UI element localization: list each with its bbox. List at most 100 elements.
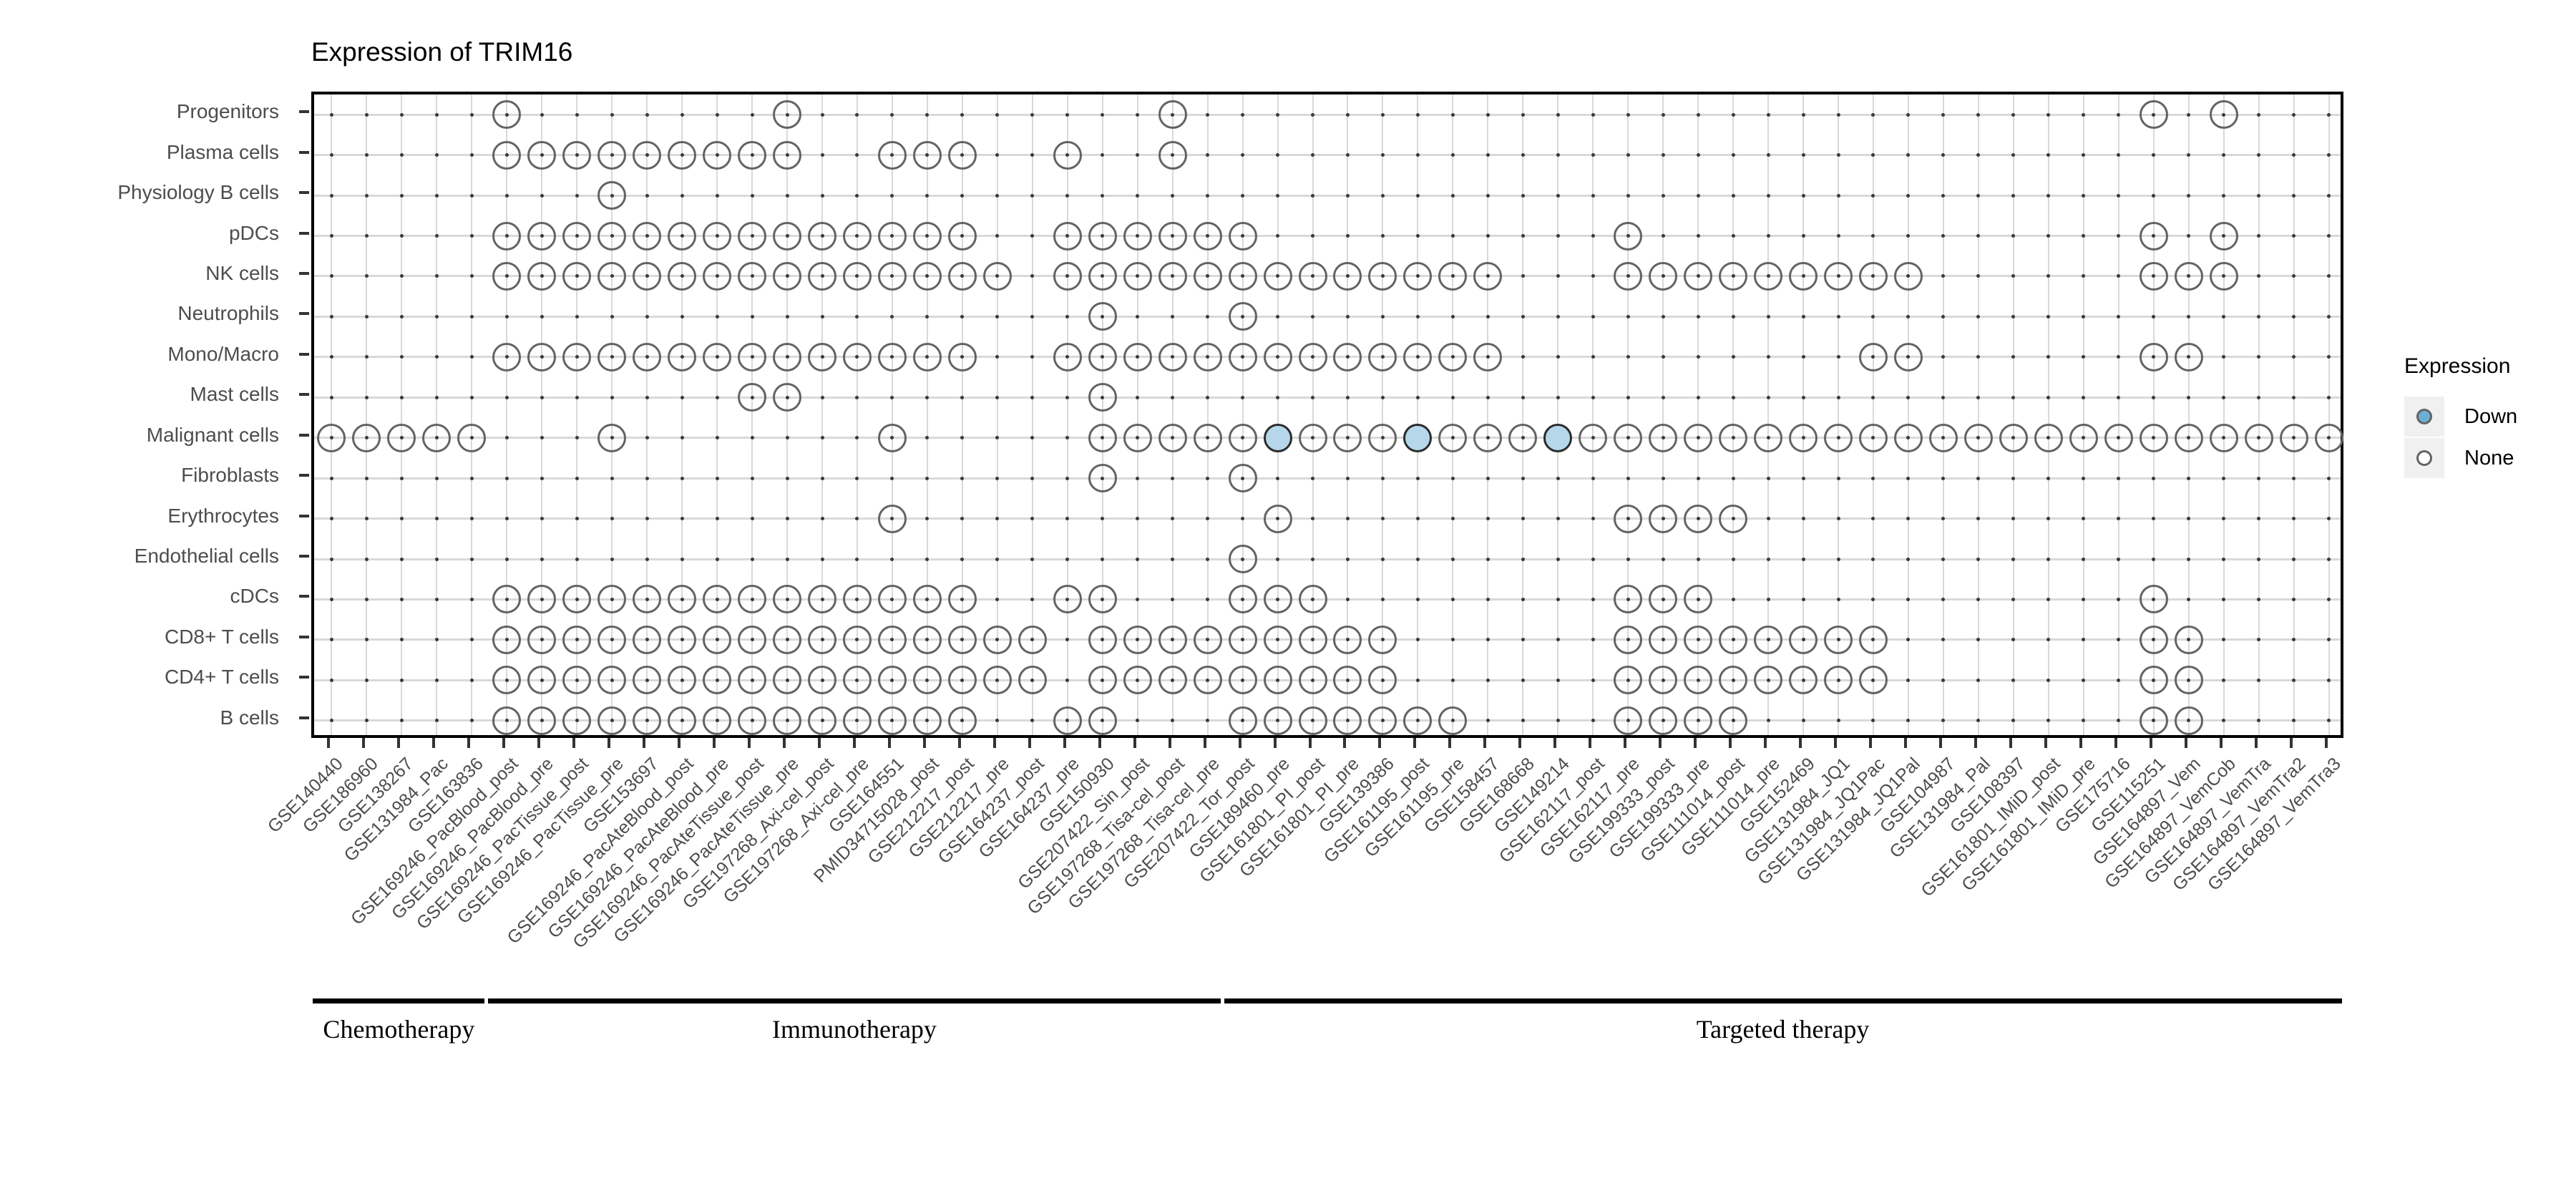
expression-dot-none[interactable]	[1824, 261, 1853, 291]
expression-dot-none[interactable]	[1438, 342, 1468, 371]
expression-dot-none[interactable]	[808, 585, 836, 614]
expression-dot-none[interactable]	[2139, 706, 2168, 735]
expression-dot-none[interactable]	[703, 342, 732, 371]
expression-dot-none[interactable]	[1263, 504, 1292, 533]
expression-dot-none[interactable]	[877, 666, 907, 695]
expression-dot-none[interactable]	[562, 342, 592, 371]
expression-dot-none[interactable]	[1614, 666, 1643, 695]
expression-dot-none[interactable]	[633, 585, 662, 614]
expression-dot-none[interactable]	[1123, 423, 1152, 452]
expression-dot-none[interactable]	[597, 140, 627, 170]
expression-dot-none[interactable]	[947, 706, 977, 735]
expression-dot-none[interactable]	[842, 706, 872, 735]
expression-dot-none[interactable]	[1754, 423, 1783, 452]
expression-dot-none[interactable]	[877, 706, 907, 735]
expression-dot-none[interactable]	[2209, 100, 2238, 130]
expression-dot-none[interactable]	[1719, 625, 1748, 654]
expression-dot-none[interactable]	[317, 423, 346, 452]
expression-dot-none[interactable]	[492, 100, 522, 130]
expression-dot-none[interactable]	[1614, 221, 1643, 251]
expression-dot-none[interactable]	[2174, 423, 2203, 452]
expression-dot-none[interactable]	[1158, 342, 1187, 371]
expression-dot-none[interactable]	[1893, 342, 1923, 371]
expression-dot-none[interactable]	[387, 423, 416, 452]
expression-dot-none[interactable]	[1158, 666, 1187, 695]
expression-dot-none[interactable]	[1403, 261, 1433, 291]
expression-dot-none[interactable]	[527, 140, 557, 170]
expression-dot-none[interactable]	[1614, 625, 1643, 654]
expression-dot-none[interactable]	[492, 585, 522, 614]
expression-dot-none[interactable]	[422, 423, 452, 452]
expression-dot-none[interactable]	[773, 706, 802, 735]
expression-dot-none[interactable]	[1158, 140, 1187, 170]
expression-dot-none[interactable]	[1088, 342, 1117, 371]
expression-dot-none[interactable]	[633, 261, 662, 291]
expression-dot-none[interactable]	[1123, 221, 1152, 251]
expression-dot-none[interactable]	[982, 625, 1012, 654]
expression-dot-none[interactable]	[1263, 261, 1292, 291]
expression-dot-none[interactable]	[738, 261, 767, 291]
expression-dot-none[interactable]	[1228, 342, 1257, 371]
expression-dot-none[interactable]	[527, 666, 557, 695]
expression-dot-none[interactable]	[1368, 261, 1397, 291]
expression-dot-none[interactable]	[842, 261, 872, 291]
expression-dot-none[interactable]	[912, 706, 942, 735]
expression-dot-none[interactable]	[457, 423, 487, 452]
expression-dot-none[interactable]	[1088, 666, 1117, 695]
expression-dot-none[interactable]	[912, 221, 942, 251]
expression-dot-none[interactable]	[1438, 261, 1468, 291]
expression-dot-none[interactable]	[1858, 625, 1888, 654]
expression-dot-none[interactable]	[1263, 666, 1292, 695]
expression-dot-none[interactable]	[982, 261, 1012, 291]
expression-dot-none[interactable]	[1893, 261, 1923, 291]
expression-dot-none[interactable]	[633, 666, 662, 695]
expression-dot-none[interactable]	[1684, 423, 1713, 452]
expression-dot-none[interactable]	[912, 585, 942, 614]
expression-dot-none[interactable]	[738, 383, 767, 412]
expression-dot-none[interactable]	[1193, 221, 1222, 251]
expression-dot-none[interactable]	[2314, 423, 2343, 452]
expression-dot-none[interactable]	[1754, 666, 1783, 695]
expression-dot-none[interactable]	[1158, 100, 1187, 130]
expression-dot-none[interactable]	[808, 221, 836, 251]
expression-dot-none[interactable]	[597, 342, 627, 371]
expression-dot-none[interactable]	[1754, 261, 1783, 291]
expression-dot-none[interactable]	[1333, 666, 1362, 695]
expression-dot-none[interactable]	[773, 625, 802, 654]
expression-dot-none[interactable]	[1193, 625, 1222, 654]
expression-dot-none[interactable]	[1088, 464, 1117, 493]
expression-dot-none[interactable]	[877, 585, 907, 614]
expression-dot-none[interactable]	[1438, 423, 1468, 452]
expression-dot-none[interactable]	[597, 181, 627, 210]
expression-dot-none[interactable]	[2174, 706, 2203, 735]
expression-dot-none[interactable]	[1018, 625, 1047, 654]
expression-dot-none[interactable]	[633, 625, 662, 654]
expression-dot-none[interactable]	[1719, 504, 1748, 533]
expression-dot-none[interactable]	[703, 585, 732, 614]
expression-dot-none[interactable]	[1123, 666, 1152, 695]
expression-dot-none[interactable]	[877, 140, 907, 170]
expression-dot-none[interactable]	[2139, 585, 2168, 614]
expression-dot-none[interactable]	[597, 261, 627, 291]
expression-dot-none[interactable]	[773, 261, 802, 291]
expression-dot-none[interactable]	[947, 342, 977, 371]
expression-dot-none[interactable]	[1614, 585, 1643, 614]
expression-dot-none[interactable]	[1438, 706, 1468, 735]
expression-dot-none[interactable]	[842, 342, 872, 371]
expression-dot-none[interactable]	[1088, 302, 1117, 331]
expression-dot-none[interactable]	[1298, 261, 1327, 291]
expression-dot-none[interactable]	[1123, 625, 1152, 654]
expression-dot-none[interactable]	[1368, 706, 1397, 735]
expression-dot-none[interactable]	[597, 666, 627, 695]
expression-dot-none[interactable]	[738, 625, 767, 654]
expression-dot-none[interactable]	[668, 625, 697, 654]
expression-dot-none[interactable]	[527, 585, 557, 614]
expression-dot-none[interactable]	[2174, 625, 2203, 654]
legend-item[interactable]: None	[2404, 437, 2569, 479]
expression-dot-none[interactable]	[1333, 625, 1362, 654]
expression-dot-none[interactable]	[1858, 423, 1888, 452]
expression-dot-none[interactable]	[912, 140, 942, 170]
expression-dot-none[interactable]	[1999, 423, 2028, 452]
expression-dot-none[interactable]	[1088, 706, 1117, 735]
expression-dot-none[interactable]	[773, 140, 802, 170]
